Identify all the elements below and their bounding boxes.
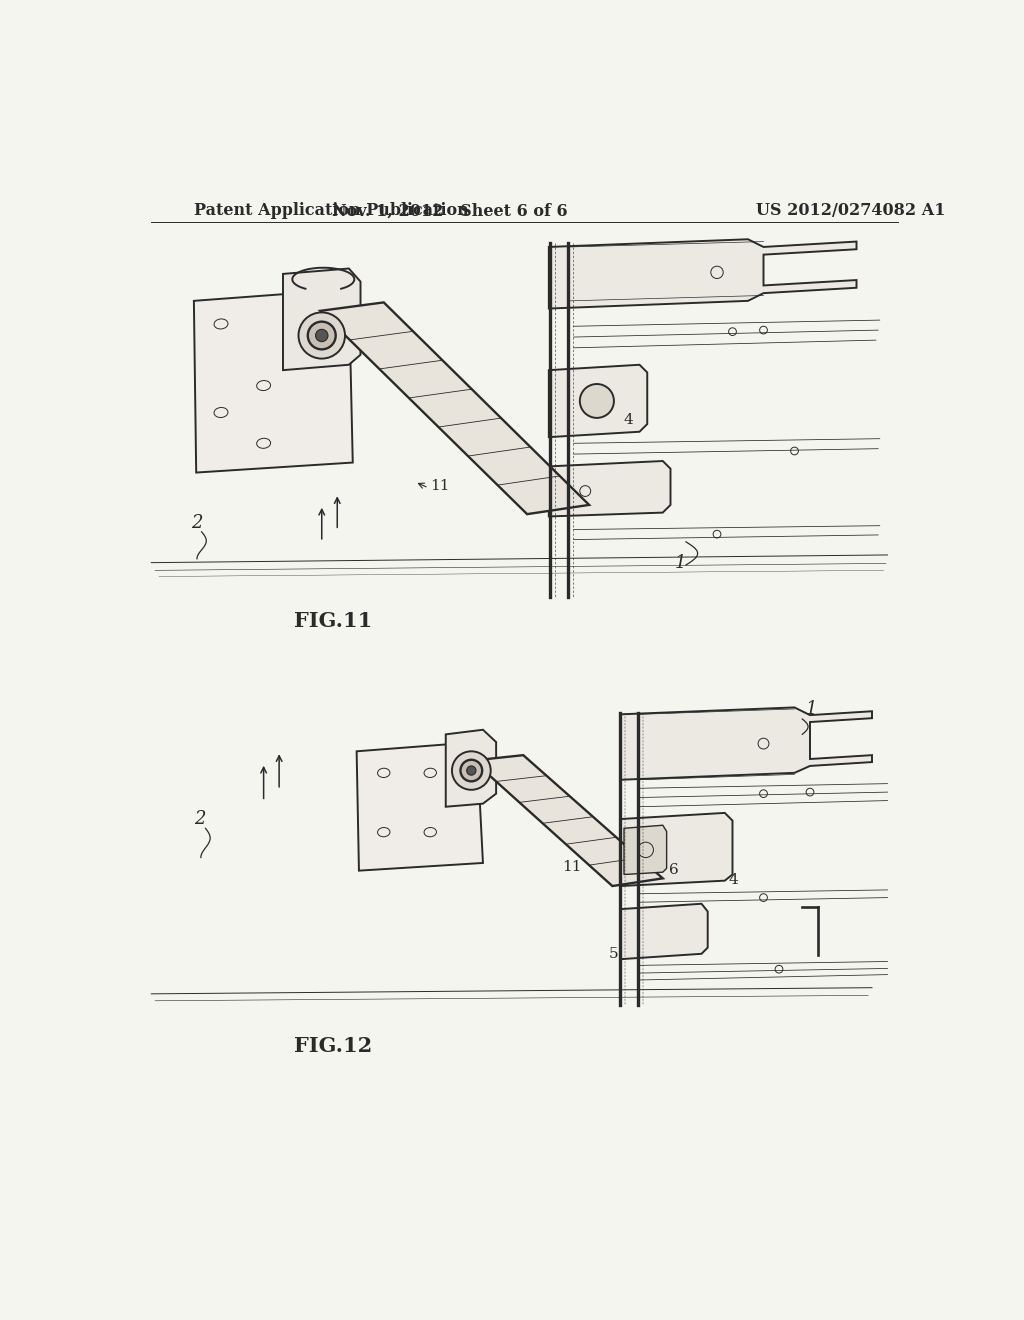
Text: 1: 1: [806, 701, 817, 718]
Text: 6: 6: [669, 863, 679, 878]
Text: 1: 1: [675, 554, 686, 572]
Circle shape: [461, 760, 482, 781]
Text: 5: 5: [608, 946, 618, 961]
Polygon shape: [624, 825, 667, 874]
Text: 11: 11: [562, 859, 582, 874]
Polygon shape: [356, 742, 483, 871]
Polygon shape: [321, 302, 589, 515]
Text: 2: 2: [194, 810, 206, 829]
Circle shape: [299, 313, 345, 359]
Text: 2: 2: [191, 513, 203, 532]
Polygon shape: [621, 708, 872, 780]
Polygon shape: [283, 268, 360, 370]
Polygon shape: [445, 730, 496, 807]
Text: FIG.11: FIG.11: [294, 611, 373, 631]
Text: Patent Application Publication: Patent Application Publication: [194, 202, 469, 219]
Text: US 2012/0274082 A1: US 2012/0274082 A1: [756, 202, 945, 219]
Circle shape: [467, 766, 476, 775]
Text: 4: 4: [729, 873, 738, 887]
Polygon shape: [621, 813, 732, 886]
Circle shape: [580, 384, 614, 418]
Polygon shape: [473, 755, 663, 886]
Text: FIG.12: FIG.12: [294, 1036, 373, 1056]
Polygon shape: [549, 461, 671, 516]
Circle shape: [452, 751, 490, 789]
Circle shape: [308, 322, 336, 350]
Text: 11: 11: [430, 479, 450, 492]
Text: Nov. 1, 2012   Sheet 6 of 6: Nov. 1, 2012 Sheet 6 of 6: [332, 202, 567, 219]
Polygon shape: [194, 289, 352, 473]
Polygon shape: [549, 239, 856, 309]
Polygon shape: [621, 904, 708, 960]
Circle shape: [315, 330, 328, 342]
Text: 4: 4: [624, 413, 634, 428]
Polygon shape: [549, 364, 647, 437]
